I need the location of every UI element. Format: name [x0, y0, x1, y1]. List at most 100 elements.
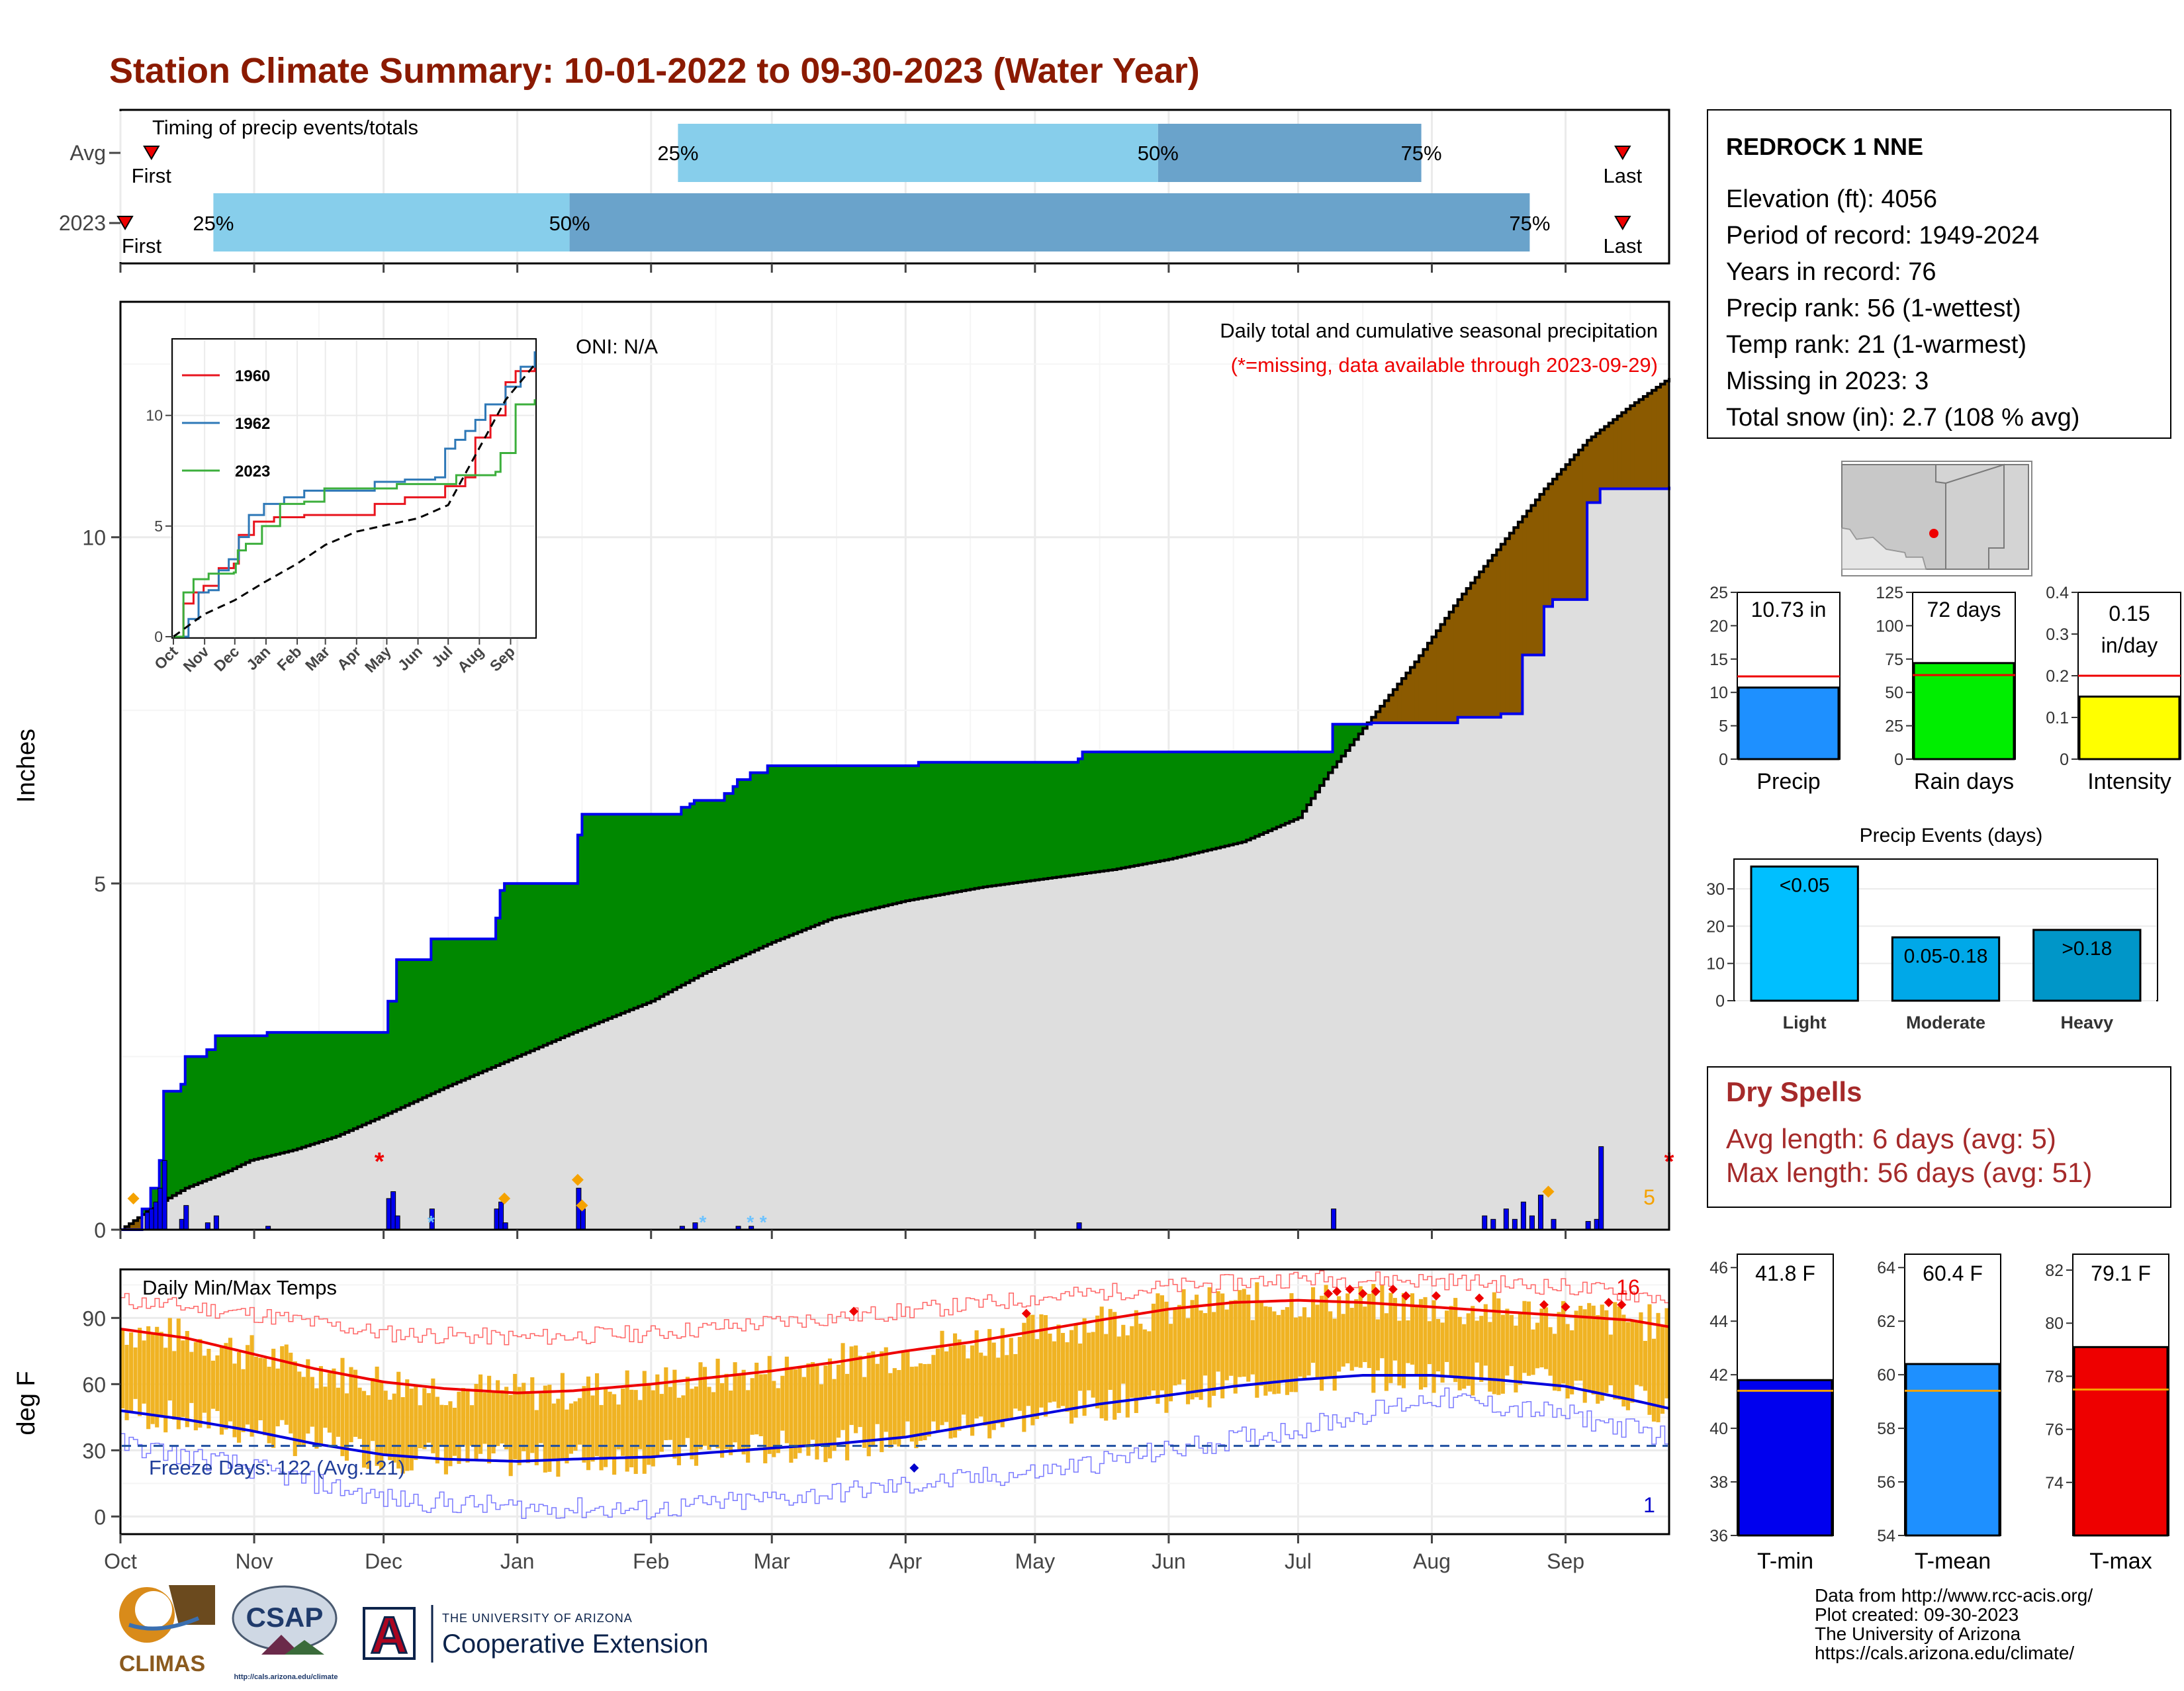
svg-text:THE UNIVERSITY OF ARIZONA: THE UNIVERSITY OF ARIZONA [442, 1612, 633, 1625]
daily-precip-bar [149, 1209, 155, 1230]
precip-ylabel: Inches [13, 729, 40, 803]
last-event-marker [1614, 216, 1631, 230]
station-line: Period of record: 1949-2024 [1726, 222, 2039, 250]
timing-row-2023-label: 2023 [59, 211, 106, 235]
station-line: Total snow (in): 2.7 (108 % avg) [1726, 404, 2079, 432]
events-title: Precip Events (days) [1860, 825, 2043, 846]
temp-ytick-label: 0 [94, 1505, 106, 1529]
month-tick-label: Jul [1285, 1549, 1312, 1573]
inset-ytick-label: 0 [154, 628, 163, 645]
credit-line: Plot created: 09-30-2023 [1815, 1604, 2019, 1625]
temp-ytick-label: 60 [82, 1373, 106, 1396]
daily-precip-bar [692, 1222, 698, 1230]
record-high-marker [1388, 1285, 1398, 1294]
record-high-count: 16 [1616, 1275, 1640, 1299]
station-line: Elevation (ft): 4056 [1726, 185, 1937, 213]
inset-ytick-label: 5 [154, 518, 163, 535]
oni-label: ONI: N/A [576, 335, 658, 358]
daily-precip-bar [183, 1205, 189, 1230]
mini-value-label: in/day [2101, 633, 2158, 657]
first-event-marker [116, 216, 134, 230]
record-high-marker [1324, 1289, 1334, 1299]
temp-label: Daily Min/Max Temps [142, 1276, 337, 1299]
temp-value-label: 41.8 F [1755, 1261, 1815, 1285]
daily-precip-bar [580, 1209, 586, 1230]
temp-ytick-label: 40 [1709, 1420, 1728, 1438]
avg-max-line [120, 1299, 1670, 1394]
dry-spells-max: Max length: 56 days (avg: 51) [1726, 1157, 2092, 1188]
temp-ytick-label: 36 [1709, 1527, 1728, 1545]
temp-value-bar [1737, 1379, 1833, 1537]
daily-precip-bar [1529, 1215, 1535, 1230]
mini-chart-name: Precip [1756, 769, 1820, 794]
event-bar-label: <0.05 [1780, 874, 1830, 896]
daily-precip-bar [1594, 1218, 1600, 1230]
first-event-label: First [132, 164, 172, 187]
inset-series-line [173, 399, 536, 638]
daily-precip-bar [1537, 1195, 1543, 1230]
station-line: Precip rank: 56 (1-wettest) [1726, 295, 2021, 322]
mini-value-label: 0.15 [2109, 602, 2150, 625]
snow-marker: * [428, 1212, 435, 1232]
snow-marker: * [760, 1212, 767, 1232]
dry-spells-avg: Avg length: 6 days (avg: 5) [1726, 1123, 2056, 1154]
mini-ytick-label: 0 [1719, 751, 1728, 769]
month-tick-label: Mar [754, 1549, 790, 1573]
record-high-marker [849, 1306, 859, 1316]
daily-precip-bar [1331, 1209, 1337, 1230]
arizona-location-map [1841, 461, 2032, 576]
station-location-marker [1929, 529, 1938, 538]
freeze-days-label: Freeze Days: 122 (Avg.121) [149, 1456, 405, 1479]
daily-precip-bar [1512, 1218, 1518, 1230]
temp-value-bar [2073, 1346, 2169, 1537]
mini-ytick-label: 0.2 [2046, 667, 2069, 686]
station-line: Years in record: 76 [1726, 258, 1936, 286]
timing-row-avg-label: Avg [69, 141, 106, 165]
temp-ylabel: deg F [13, 1371, 40, 1435]
timing-bar-q25-q50 [678, 124, 1158, 182]
station-name: REDROCK 1 NNE [1726, 133, 1923, 160]
record-high-marker [1432, 1291, 1441, 1301]
record-daily-marker [1542, 1185, 1555, 1198]
cumulative-2023-line [120, 486, 1670, 1231]
month-tick-label: Jun [1152, 1549, 1186, 1573]
timing-q75-label: 75% [1509, 212, 1550, 235]
last-event-label: Last [1603, 164, 1642, 187]
temp-ytick-label: 38 [1709, 1473, 1728, 1492]
record-low-count: 1 [1643, 1493, 1655, 1517]
record-high-marker [1604, 1298, 1614, 1307]
mini-ytick-label: 0.3 [2046, 625, 2069, 644]
precip-annotation-missing: (*=missing, data available through 2023-… [1231, 353, 1658, 377]
month-tick-label: Apr [889, 1549, 922, 1573]
summary-bar-charts: 0 5 10 15 20 25 Precip 10.73 in 0 25 50 75 100 125 Rai… [1709, 584, 2181, 794]
precip-ytick-label: 0 [94, 1218, 106, 1242]
record-high-marker [1401, 1291, 1411, 1301]
mini-ytick-label: 0 [2060, 751, 2069, 769]
daily-precip-bar [394, 1215, 400, 1230]
climas-logo: CLIMAS [119, 1585, 215, 1676]
temp-panel: 0 30 60 90 deg F Daily Min/Max Temps Freeze… [13, 1268, 1670, 1535]
daily-precip-bar [144, 1212, 150, 1230]
temp-ytick-label: 54 [1877, 1527, 1895, 1545]
mini-ytick-label: 15 [1709, 651, 1728, 669]
timing-q75-label: 75% [1401, 142, 1442, 165]
daily-precip-bar [1551, 1218, 1557, 1230]
record-min-line [120, 1387, 1670, 1520]
temp-chart-name: T-max [2089, 1549, 2152, 1574]
record-max-line [120, 1270, 1670, 1346]
precip-events-chart: Precip Events (days) 0 10 20 30 <0.05 Light 0.… [1706, 825, 2158, 1032]
avg-cumulative-area [120, 378, 1669, 1230]
event-bar-label: 0.05-0.18 [1904, 945, 1988, 967]
temp-ytick-label: 60 [1877, 1366, 1895, 1385]
month-tick-label: Dec [365, 1549, 402, 1573]
temp-ytick-label: 44 [1709, 1312, 1728, 1331]
mini-value-label: 72 days [1927, 598, 2001, 621]
mini-ytick-label: 125 [1876, 584, 1903, 602]
first-event-label: First [122, 234, 162, 257]
missing-marker: * [375, 1148, 385, 1175]
daily-precip-bar [179, 1218, 185, 1230]
daily-precip-bar [386, 1198, 392, 1230]
record-low-marker [909, 1463, 919, 1473]
